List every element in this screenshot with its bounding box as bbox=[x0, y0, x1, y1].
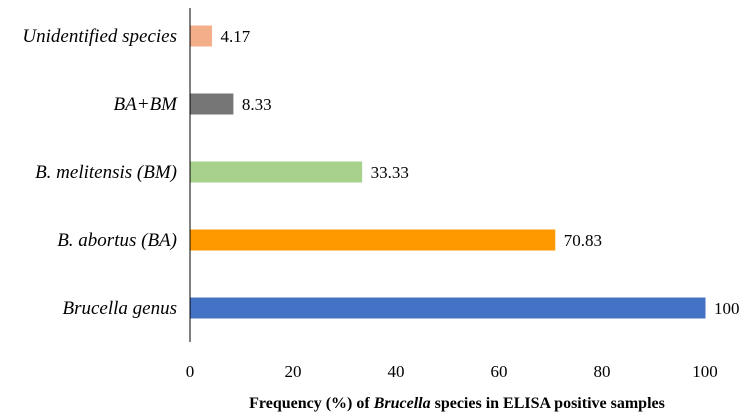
data-label-brucella-genus: 100 bbox=[714, 299, 740, 318]
bar-b-melitensis-bm bbox=[190, 161, 363, 183]
data-label-unidentified-species: 4.17 bbox=[220, 27, 250, 46]
data-label-b-abortus-ba: 70.83 bbox=[564, 231, 602, 250]
category-label-brucella-genus: Brucella genus bbox=[62, 298, 177, 319]
bar-ba-bm bbox=[190, 93, 234, 115]
x-axis-title-part-1: Frequency (%) of bbox=[249, 395, 374, 412]
x-tick-label-20: 20 bbox=[285, 362, 302, 381]
x-axis-title-italic: Brucella bbox=[373, 395, 431, 412]
category-label-b-abortus-ba: B. abortus (BA) bbox=[57, 230, 177, 251]
category-label-unidentified-species: Unidentified species bbox=[22, 26, 177, 47]
data-label-ba-bm: 8.33 bbox=[242, 95, 272, 114]
x-tick-label-60: 60 bbox=[491, 362, 508, 381]
x-axis-title-part-2: species in ELISA positive samples bbox=[431, 395, 665, 412]
bar-b-abortus-ba bbox=[190, 229, 556, 251]
bar-brucella-genus bbox=[190, 297, 706, 319]
x-tick-label-80: 80 bbox=[594, 362, 611, 381]
x-tick-label-0: 0 bbox=[186, 362, 195, 381]
bar-unidentified-species bbox=[190, 25, 212, 47]
category-label-b-melitensis-bm: B. melitensis (BM) bbox=[35, 162, 177, 183]
data-label-b-melitensis-bm: 33.33 bbox=[371, 163, 409, 182]
x-tick-label-100: 100 bbox=[692, 362, 718, 381]
x-tick-label-40: 40 bbox=[388, 362, 405, 381]
category-label-ba-bm: BA+BM bbox=[114, 94, 179, 115]
x-axis-title: Frequency (%) of Brucella species in ELI… bbox=[249, 395, 665, 412]
